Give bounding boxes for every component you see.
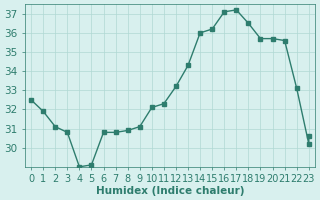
X-axis label: Humidex (Indice chaleur): Humidex (Indice chaleur) [96,186,244,196]
